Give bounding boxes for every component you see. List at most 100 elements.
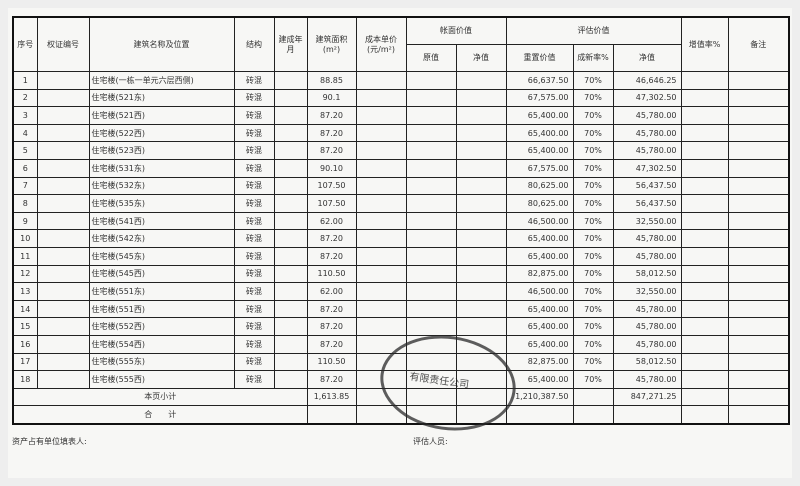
empty-cell [680, 282, 729, 301]
row-replacement: 46,500.00 [505, 211, 574, 231]
empty-cell [355, 299, 407, 319]
row-name: 住宅楼(522西) [88, 123, 235, 143]
header-book-value: 帐面价值 [405, 16, 507, 45]
empty-cell [405, 176, 457, 196]
empty-cell [680, 246, 729, 266]
empty-cell [727, 71, 790, 90]
table-row: 4 住宅楼(522西) 砖混 87.20 65,400.00 70% 45,780.00 [12, 123, 790, 143]
row-area: 110.50 [306, 264, 357, 284]
empty-cell [405, 317, 457, 336]
empty-cell [273, 88, 308, 108]
header-name: 建筑名称及位置 [88, 16, 235, 72]
row-structure: 砖混 [233, 141, 275, 160]
empty-cell [680, 71, 729, 90]
empty-cell [36, 370, 90, 389]
row-newness: 70% [572, 176, 614, 196]
empty-cell [455, 211, 507, 231]
header-area: 建筑面积(m²) [306, 16, 357, 72]
table-row: 13 住宅楼(551东) 砖混 62.00 46,500.00 70% 32,550.00 [12, 282, 790, 301]
row-structure: 砖混 [233, 334, 275, 354]
table-row: 15 住宅楼(552西) 砖混 87.20 65,400.00 70% 45,780.00 [12, 317, 790, 336]
row-net: 45,780.00 [612, 141, 682, 160]
seal-text: 有限责任公司 [408, 371, 470, 391]
empty-cell [36, 211, 90, 231]
empty-cell [455, 299, 507, 319]
row-replacement: 65,400.00 [505, 106, 574, 125]
empty-cell [405, 282, 457, 301]
row-area: 87.20 [306, 141, 357, 160]
row-net: 47,302.50 [612, 158, 682, 178]
row-newness: 70% [572, 194, 614, 213]
row-newness: 70% [572, 299, 614, 319]
row-newness: 70% [572, 71, 614, 90]
empty-cell [273, 141, 308, 160]
empty-cell [727, 370, 790, 389]
subtotal-net: 847,271.25 [612, 387, 682, 407]
row-replacement: 65,400.00 [505, 123, 574, 143]
row-newness: 70% [572, 123, 614, 143]
empty-cell [455, 176, 507, 196]
row-seq: 17 [12, 352, 38, 372]
row-newness: 70% [572, 264, 614, 284]
empty-cell [727, 176, 790, 196]
empty-cell [36, 106, 90, 125]
empty-cell [680, 317, 729, 336]
row-structure: 砖混 [233, 158, 275, 178]
empty-cell [405, 88, 457, 108]
empty-cell [727, 106, 790, 125]
row-name: 住宅楼(551东) [88, 282, 235, 301]
empty-cell [405, 246, 457, 266]
empty-cell [405, 229, 457, 248]
empty-cell [455, 317, 507, 336]
subtotal-replacement: 1,210,387.50 [505, 387, 574, 407]
empty-cell [455, 71, 507, 90]
row-net: 58,012.50 [612, 352, 682, 372]
row-name: 住宅楼(552西) [88, 317, 235, 336]
row-seq: 14 [12, 299, 38, 319]
empty-cell [273, 352, 308, 372]
empty-cell [273, 264, 308, 284]
row-newness: 70% [572, 88, 614, 108]
empty-cell [680, 194, 729, 213]
table-row: 10 住宅楼(542东) 砖混 87.20 65,400.00 70% 45,780.00 [12, 229, 790, 248]
row-name: 住宅楼(551西) [88, 299, 235, 319]
row-net: 47,302.50 [612, 88, 682, 108]
empty-cell [273, 282, 308, 301]
empty-cell [355, 194, 407, 213]
empty-cell [355, 88, 407, 108]
row-structure: 砖混 [233, 264, 275, 284]
empty-cell [36, 299, 90, 319]
row-area: 107.50 [306, 194, 357, 213]
table-row: 7 住宅楼(532东) 砖混 107.50 80,625.00 70% 56,437.50 [12, 176, 790, 196]
row-name: 住宅楼(535东) [88, 194, 235, 213]
row-structure: 砖混 [233, 194, 275, 213]
empty-cell [727, 194, 790, 213]
row-seq: 2 [12, 88, 38, 108]
row-replacement: 65,400.00 [505, 370, 574, 389]
row-name: 住宅楼(554西) [88, 334, 235, 354]
row-newness: 70% [572, 352, 614, 372]
empty-cell [680, 106, 729, 125]
row-replacement: 80,625.00 [505, 194, 574, 213]
empty-cell [680, 158, 729, 178]
row-name: 住宅楼(531东) [88, 158, 235, 178]
row-name: 住宅楼(545西) [88, 264, 235, 284]
header-book-net: 净值 [455, 44, 507, 72]
table-row: 14 住宅楼(551西) 砖混 87.20 65,400.00 70% 45,780.00 [12, 299, 790, 319]
empty-cell [355, 158, 407, 178]
empty-cell [455, 123, 507, 143]
empty-cell [727, 246, 790, 266]
empty-cell [455, 141, 507, 160]
empty-cell [405, 299, 457, 319]
empty-cell [680, 176, 729, 196]
row-newness: 70% [572, 141, 614, 160]
row-seq: 10 [12, 229, 38, 248]
row-net: 45,780.00 [612, 123, 682, 143]
empty-cell [355, 282, 407, 301]
header-cert-no: 权证编号 [36, 16, 90, 72]
row-area: 110.50 [306, 352, 357, 372]
row-net: 58,012.50 [612, 264, 682, 284]
row-seq: 18 [12, 370, 38, 389]
row-net: 45,780.00 [612, 299, 682, 319]
empty-cell [727, 317, 790, 336]
